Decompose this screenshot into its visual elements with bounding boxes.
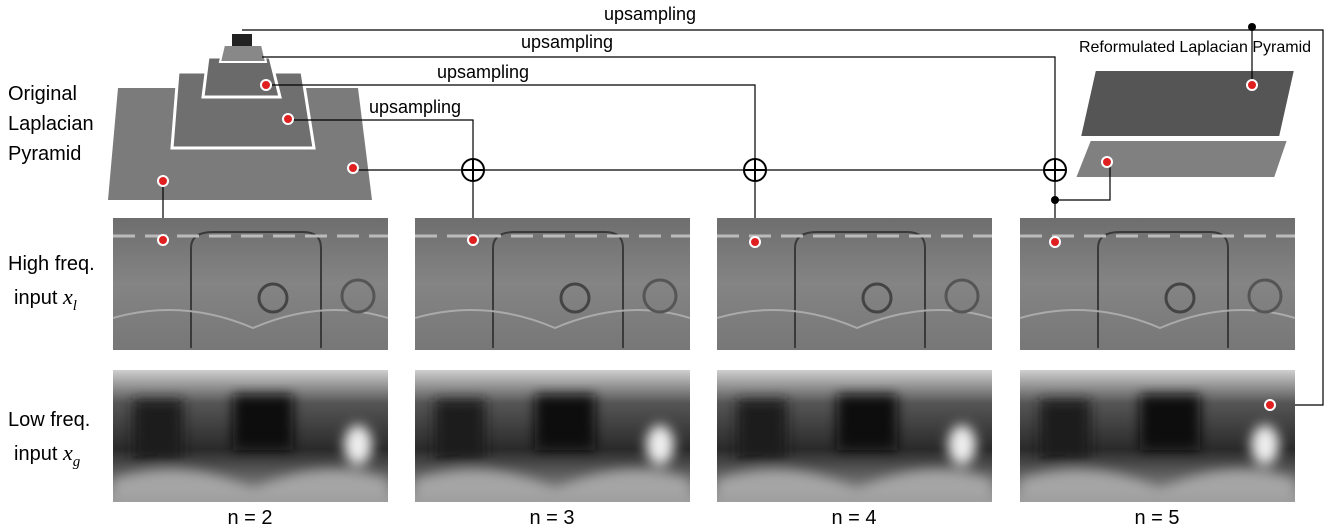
high-freq-image	[113, 218, 388, 350]
subscript: l	[73, 298, 77, 314]
row-input: input xl	[14, 284, 77, 314]
column-label: n = 4	[831, 507, 876, 529]
variable: x	[62, 284, 73, 309]
low-freq-image	[415, 370, 690, 502]
diagram: Original Laplacian Pyramid Reformulated …	[0, 0, 1340, 529]
column-label: n = 3	[529, 507, 574, 529]
low-freq-image	[113, 370, 388, 502]
column-label: n = 2	[227, 507, 272, 529]
upsampling-label: upsampling	[437, 62, 529, 82]
row-label: Low freq.	[8, 409, 90, 431]
column-label: n = 5	[1134, 507, 1179, 529]
label-line: Pyramid	[8, 143, 81, 165]
low-freq-image	[717, 370, 992, 502]
input-word: input	[14, 443, 58, 465]
row-input: input xg	[14, 440, 81, 470]
low-freq-image	[1020, 370, 1295, 502]
original-pyramid	[108, 34, 372, 200]
panels	[113, 218, 1295, 502]
reformulated-label: Reformulated Laplacian Pyramid	[1079, 39, 1311, 56]
label-line: Laplacian	[8, 113, 94, 135]
upsampling-label: upsampling	[521, 32, 613, 52]
input-word: input	[14, 287, 58, 309]
high-freq-image	[415, 218, 690, 350]
subscript: g	[73, 454, 81, 470]
upsampling-label: upsampling	[369, 97, 461, 117]
upsampling-label: upsampling	[604, 4, 696, 24]
label-line: Original	[8, 83, 77, 105]
variable: x	[62, 440, 73, 465]
high-freq-image	[1020, 218, 1295, 350]
row-label: High freq.	[8, 253, 95, 275]
pyramid-label: Original Laplacian Pyramid	[8, 83, 94, 165]
